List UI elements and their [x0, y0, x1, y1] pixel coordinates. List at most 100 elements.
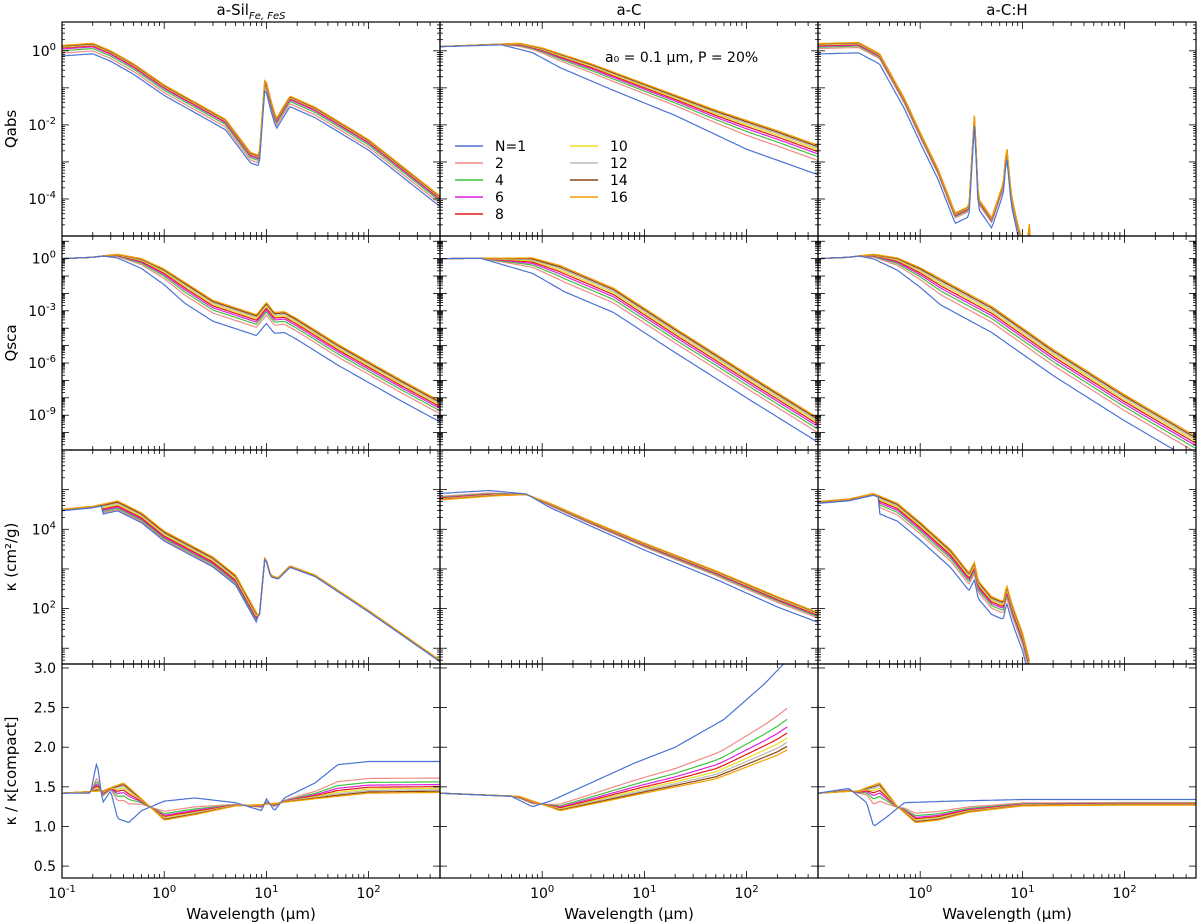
- qsca-sil-series-group: [62, 253, 440, 423]
- kappa-c-series-16: [440, 493, 818, 613]
- qsca-c-series-16: [440, 257, 818, 419]
- qsca-ch-series-6: [818, 255, 1196, 447]
- x-tick-label-ch-0: 100: [908, 884, 932, 902]
- panel-kappa-sil: [61, 449, 441, 665]
- kappa-ch-series-16: [818, 492, 1030, 660]
- y-tick-label-ratio-3: 2.0: [34, 740, 56, 756]
- kappa-ch-series-2: [818, 494, 1029, 664]
- ratio-sil-series-group: [62, 760, 440, 823]
- kappa-sil-series-group: [62, 500, 440, 663]
- qsca-c-series-8: [440, 257, 818, 425]
- ratio-ch-series-2: [818, 789, 1196, 814]
- y-tick-label-ratio-5: 3.0: [34, 661, 56, 677]
- legend-label-16: 16: [610, 190, 628, 206]
- legend-label-8: 8: [495, 207, 504, 223]
- kappa-sil-series-12: [62, 502, 440, 661]
- kappa-sil-series-8: [62, 504, 440, 662]
- x-tick-label-c-2: 102: [734, 884, 758, 902]
- qsca-c-series-1: [440, 257, 818, 443]
- y-tick-label-ratio-2: 1.5: [34, 780, 56, 796]
- qsca-c-series-2: [440, 257, 818, 434]
- kappa-c-series-10: [440, 493, 818, 615]
- panel-ratio-ch: [817, 663, 1197, 879]
- qabs-ch-series-1: [818, 52, 1030, 236]
- y-tick-label-qsca-0: 10-9: [28, 406, 56, 424]
- legend-label-N=1: N=1: [495, 139, 526, 155]
- panel-ratio-c: [439, 663, 819, 879]
- qsca-ch-series-12: [818, 254, 1196, 441]
- qsca-sil-series-12: [62, 254, 440, 405]
- kappa-sil-series-16: [62, 500, 440, 661]
- column-title-ch: a-C:H: [986, 1, 1027, 19]
- x-axis-title-sil: Wavelength (μm): [186, 905, 316, 923]
- frames-layer: [61, 21, 1197, 879]
- x-tick-label-c-0: 100: [530, 884, 554, 902]
- y-tick-label-kappa-0: 102: [32, 600, 56, 618]
- y-tick-label-kappa-1: 104: [32, 520, 56, 538]
- kappa-c-series-6: [440, 493, 818, 617]
- legend-label-6: 6: [495, 190, 504, 206]
- qsca-sil-series-1: [62, 255, 440, 423]
- ratio-sil-series-1: [62, 760, 440, 823]
- qsca-c-series-6: [440, 257, 818, 428]
- qabs-sil-series-1: [62, 53, 440, 207]
- legend-label-2: 2: [495, 156, 504, 172]
- qabs-sil-series-6: [62, 46, 440, 201]
- qsca-sil-series-2: [62, 255, 440, 415]
- y-tick-label-ratio-4: 2.5: [34, 701, 56, 717]
- ratio-ch-series-group: [818, 782, 1196, 827]
- y-axis-title-ratio: κ / κ[compact]: [2, 717, 20, 826]
- qabs-c-series-group: [440, 42, 818, 176]
- qsca-ch-series-16: [818, 253, 1196, 438]
- qabs-ch-series-14: [818, 42, 1031, 236]
- x-tick-label-sil--1: 10-1: [48, 884, 76, 902]
- y-tick-label-qabs-0: 10-4: [28, 190, 56, 208]
- x-tick-label-sil-0: 100: [152, 884, 176, 902]
- ratio-c-series-8: [440, 732, 788, 809]
- qsca-ch-series-10: [818, 254, 1196, 442]
- qabs-sil-series-12: [62, 43, 440, 198]
- qabs-ch-series-2: [818, 46, 1031, 236]
- column-title-c: a-C: [616, 1, 641, 19]
- kappa-c-series-8: [440, 493, 818, 616]
- qabs-sil-series-group: [62, 42, 440, 207]
- panel-kappa-c: [439, 449, 819, 665]
- y-axis-title-qabs: Qabs: [2, 110, 20, 149]
- qsca-ch-series-4: [818, 255, 1196, 450]
- kappa-ch-series-6: [818, 493, 1030, 664]
- column-title-sil: a-SilFe, FeS: [217, 1, 287, 22]
- qsca-sil-series-8: [62, 254, 440, 408]
- legend-label-12: 12: [610, 156, 628, 172]
- qsca-c-series-14: [440, 257, 818, 420]
- qabs-ch-series-10: [818, 43, 1031, 236]
- qsca-c-series-group: [440, 257, 818, 443]
- x-tick-label-ch-1: 101: [1010, 884, 1034, 902]
- ratio-ch-series-1: [818, 787, 1196, 827]
- panel-kappa-ch: [817, 449, 1197, 665]
- ratio-c-series-1: [440, 664, 785, 808]
- qabs-sil-series-14: [62, 43, 440, 198]
- ratio-c-series-16: [440, 749, 788, 812]
- qsca-c-series-4: [440, 257, 818, 430]
- kappa-sil-series-6: [62, 504, 440, 662]
- y-tick-label-qsca-2: 10-3: [28, 302, 56, 320]
- qsca-ch-series-2: [818, 255, 1194, 450]
- x-tick-label-ch-2: 102: [1112, 884, 1136, 902]
- kappa-sil-series-1: [62, 505, 440, 663]
- y-tick-label-ratio-0: 0.5: [34, 859, 56, 875]
- kappa-ch-series-4: [818, 493, 1029, 664]
- qsca-ch-series-1: [818, 255, 1176, 450]
- panel-qsca-c: [439, 235, 819, 451]
- kappa-ch-series-1: [818, 494, 1027, 664]
- x-axis-title-c: Wavelength (μm): [564, 905, 694, 923]
- x-axis-title-ch: Wavelength (μm): [942, 905, 1072, 923]
- qabs-sil-series-2: [62, 50, 440, 205]
- qabs-ch-series-group: [818, 41, 1031, 236]
- kappa-ch-series-10: [818, 493, 1030, 664]
- y-tick-label-ratio-1: 1.0: [34, 819, 56, 835]
- panel-qabs-sil: [61, 21, 441, 237]
- x-tick-label-sil-1: 101: [254, 884, 278, 902]
- qsca-sil-series-4: [62, 255, 440, 412]
- qabs-ch-series-12: [818, 42, 1031, 236]
